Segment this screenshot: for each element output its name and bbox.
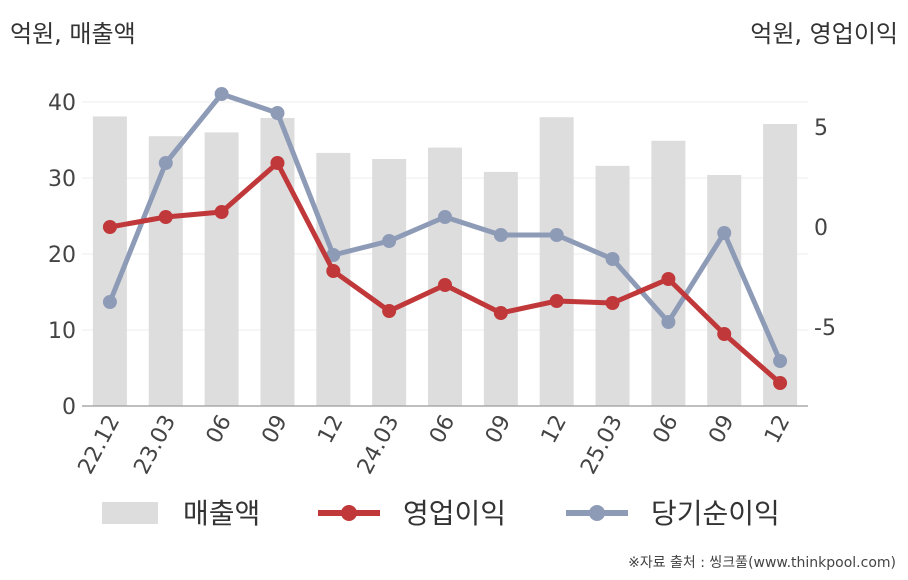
revenue-bar bbox=[372, 159, 407, 406]
revenue-bar bbox=[483, 171, 518, 406]
x-tick-label: 12 bbox=[537, 411, 572, 447]
legend-label-operating: 영업이익 bbox=[403, 497, 506, 530]
revenue-bar bbox=[204, 132, 239, 406]
profit-lines bbox=[102, 87, 788, 390]
operating-profit-point bbox=[214, 205, 229, 219]
operating-profit-point bbox=[382, 304, 397, 318]
legend-swatch-operating-dot bbox=[341, 505, 357, 521]
revenue-bar bbox=[428, 147, 462, 406]
net-income-point bbox=[438, 210, 452, 224]
x-tick-label: 09 bbox=[481, 411, 516, 447]
right-tick-label: 5 bbox=[814, 116, 828, 141]
x-tick-label: 25.03 bbox=[576, 411, 628, 478]
net-income-point bbox=[382, 234, 397, 248]
x-tick-label: 09 bbox=[258, 411, 293, 447]
x-tick-label: 06 bbox=[202, 411, 237, 447]
x-tick-label: 12 bbox=[760, 411, 795, 447]
net-income-point bbox=[605, 252, 620, 266]
revenue-bars bbox=[92, 116, 798, 407]
operating-profit-point bbox=[605, 296, 620, 310]
net-income-point bbox=[549, 228, 564, 242]
legend: 매출액 영업이익 당기순이익 bbox=[102, 497, 780, 530]
net-income-point bbox=[661, 315, 676, 329]
operating-profit-point bbox=[158, 210, 173, 224]
x-tick-label: 06 bbox=[425, 411, 460, 447]
legend-swatch-revenue bbox=[102, 502, 158, 524]
revenue-bar bbox=[148, 136, 183, 406]
left-axis-unit: 억원, 매출액 bbox=[10, 20, 136, 48]
right-axis-unit: 억원, 영업이익 bbox=[750, 20, 898, 48]
x-tick-label: 23.03 bbox=[129, 411, 181, 478]
net-income-point bbox=[326, 248, 341, 262]
operating-profit-point bbox=[717, 327, 732, 341]
operating-profit-point bbox=[661, 272, 676, 286]
right-tick-label: 0 bbox=[814, 216, 828, 241]
revenue-bar bbox=[707, 174, 742, 406]
net-income-point bbox=[102, 295, 117, 309]
net-income-point bbox=[270, 106, 285, 120]
operating-profit-point bbox=[270, 156, 285, 170]
x-tick-label: 22.12 bbox=[74, 411, 126, 478]
net-income-point bbox=[773, 354, 788, 368]
revenue-bar bbox=[595, 165, 630, 406]
legend-label-net: 당기순이익 bbox=[651, 497, 780, 530]
x-tick-label: 06 bbox=[648, 411, 683, 447]
left-tick-label: 0 bbox=[62, 395, 76, 420]
legend-swatch-net-dot bbox=[589, 505, 605, 521]
net-income-point bbox=[717, 226, 732, 240]
net-income-point bbox=[158, 156, 173, 170]
x-tick-label: 12 bbox=[313, 411, 348, 447]
x-tick-label: 24.03 bbox=[353, 411, 405, 478]
operating-profit-point bbox=[773, 376, 788, 390]
left-tick-label: 40 bbox=[48, 91, 76, 116]
operating-profit-point bbox=[549, 294, 564, 308]
operating-profit-point bbox=[102, 220, 117, 234]
legend-label-revenue: 매출액 bbox=[183, 497, 260, 530]
right-tick-label: -5 bbox=[814, 316, 836, 341]
revenue-bar bbox=[539, 117, 574, 406]
net-income-point bbox=[214, 87, 229, 101]
operating-profit-point bbox=[326, 264, 341, 278]
source-note: ※자료 출처 : 씽크풀(www.thinkpool.com) bbox=[628, 555, 896, 571]
operating-profit-point bbox=[438, 278, 452, 292]
x-tick-label: 09 bbox=[704, 411, 739, 447]
operating-profit-point bbox=[493, 306, 508, 320]
left-tick-label: 30 bbox=[48, 167, 76, 192]
revenue-bar bbox=[92, 116, 127, 406]
left-tick-label: 10 bbox=[48, 319, 76, 344]
left-tick-label: 20 bbox=[48, 243, 76, 268]
net-income-point bbox=[493, 228, 508, 242]
